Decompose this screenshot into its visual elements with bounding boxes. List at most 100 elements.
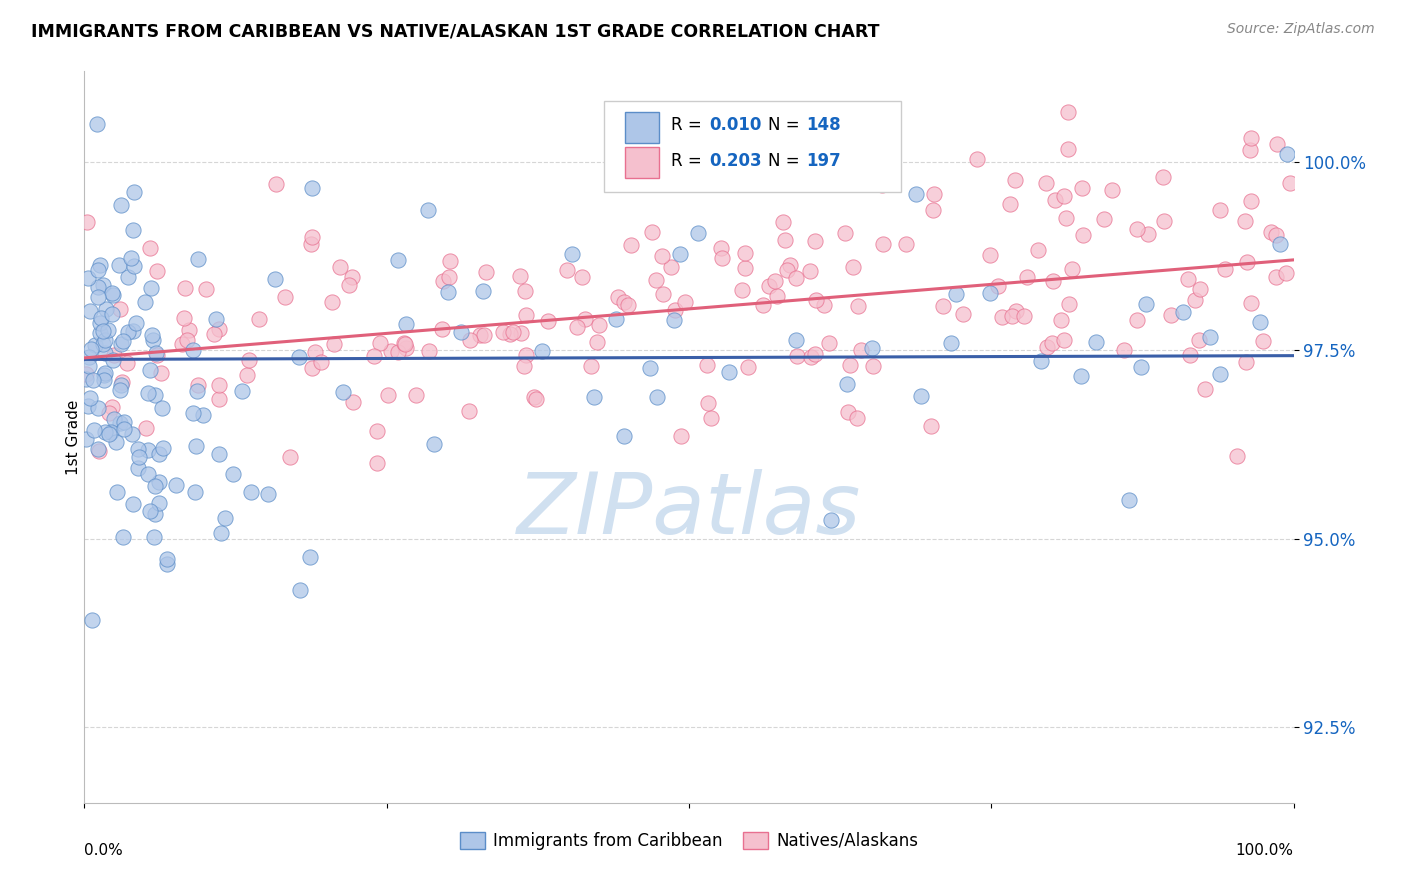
Point (966, 152, 988, 166)
Point (1265, 136, 1288, 151)
Point (148, 496, 170, 510)
Point (368, 335, 391, 350)
Point (309, 355, 332, 369)
Point (145, 345, 167, 359)
Point (184, 439, 207, 453)
Point (1028, 243, 1050, 257)
Point (98, 406, 121, 420)
Point (776, 262, 799, 277)
Point (195, 282, 218, 296)
Point (214, 511, 236, 525)
Point (1153, 214, 1175, 228)
Point (1240, 130, 1263, 145)
Point (775, 233, 797, 247)
Point (804, 293, 827, 307)
FancyBboxPatch shape (624, 147, 659, 178)
Text: 100.0%: 100.0% (1236, 843, 1294, 858)
Point (75, 371, 97, 385)
Point (173, 311, 195, 326)
Point (510, 326, 533, 340)
Point (239, 485, 262, 500)
Point (785, 271, 807, 285)
Point (737, 360, 759, 375)
Point (567, 320, 589, 334)
Point (1054, 211, 1077, 225)
Point (97, 323, 120, 337)
Point (101, 287, 124, 301)
Point (380, 343, 402, 358)
Point (127, 442, 149, 456)
Point (731, 283, 754, 297)
Point (93, 373, 115, 387)
Point (820, 513, 842, 527)
Point (1274, 266, 1296, 280)
Point (77, 270, 100, 285)
Point (91, 277, 114, 292)
Point (1050, 313, 1073, 327)
Point (450, 325, 472, 339)
Point (945, 286, 967, 301)
Point (696, 358, 718, 372)
Point (299, 237, 322, 252)
Point (910, 389, 932, 403)
Text: 0.010: 0.010 (710, 117, 762, 135)
Point (523, 390, 546, 404)
Point (700, 411, 723, 425)
Point (458, 334, 481, 348)
Point (264, 177, 287, 191)
Point (91, 324, 114, 338)
Point (301, 181, 323, 195)
Point (136, 442, 159, 457)
Point (1209, 203, 1232, 218)
Point (952, 307, 974, 321)
Point (202, 326, 225, 341)
Point (150, 366, 173, 380)
Point (329, 260, 352, 275)
Point (617, 298, 640, 312)
Point (134, 294, 156, 309)
Point (86, 290, 108, 304)
Point (108, 417, 131, 431)
Point (108, 302, 131, 317)
Point (145, 478, 167, 492)
Point (288, 582, 311, 597)
Point (1265, 269, 1288, 284)
Point (1053, 188, 1076, 202)
Point (176, 333, 198, 347)
Point (475, 265, 498, 279)
Point (1014, 309, 1036, 323)
Text: Source: ZipAtlas.com: Source: ZipAtlas.com (1227, 22, 1375, 37)
Point (86, 117, 108, 131)
Point (979, 286, 1001, 301)
Point (841, 260, 863, 274)
Point (734, 260, 756, 275)
Point (921, 202, 943, 217)
Point (83, 423, 105, 437)
Point (838, 358, 860, 372)
FancyBboxPatch shape (605, 101, 901, 192)
Point (588, 318, 610, 333)
Point (121, 427, 143, 442)
Text: N =: N = (768, 152, 804, 169)
Point (148, 446, 170, 460)
Point (1070, 368, 1092, 383)
Point (148, 475, 170, 489)
Point (515, 308, 537, 322)
Point (710, 251, 733, 265)
Point (1240, 194, 1263, 208)
Point (645, 390, 668, 404)
Point (987, 278, 1010, 293)
Point (1152, 170, 1174, 185)
Point (104, 435, 127, 450)
Point (136, 385, 159, 400)
Point (156, 552, 179, 566)
Point (1129, 360, 1152, 375)
Point (111, 375, 134, 389)
Point (662, 313, 685, 327)
Point (187, 252, 209, 267)
Point (846, 299, 869, 313)
Point (1236, 355, 1258, 369)
Text: IMMIGRANTS FROM CARIBBEAN VS NATIVE/ALASKAN 1ST GRADE CORRELATION CHART: IMMIGRANTS FROM CARIBBEAN VS NATIVE/ALAS… (31, 22, 879, 40)
Point (613, 295, 636, 310)
Point (363, 349, 385, 363)
